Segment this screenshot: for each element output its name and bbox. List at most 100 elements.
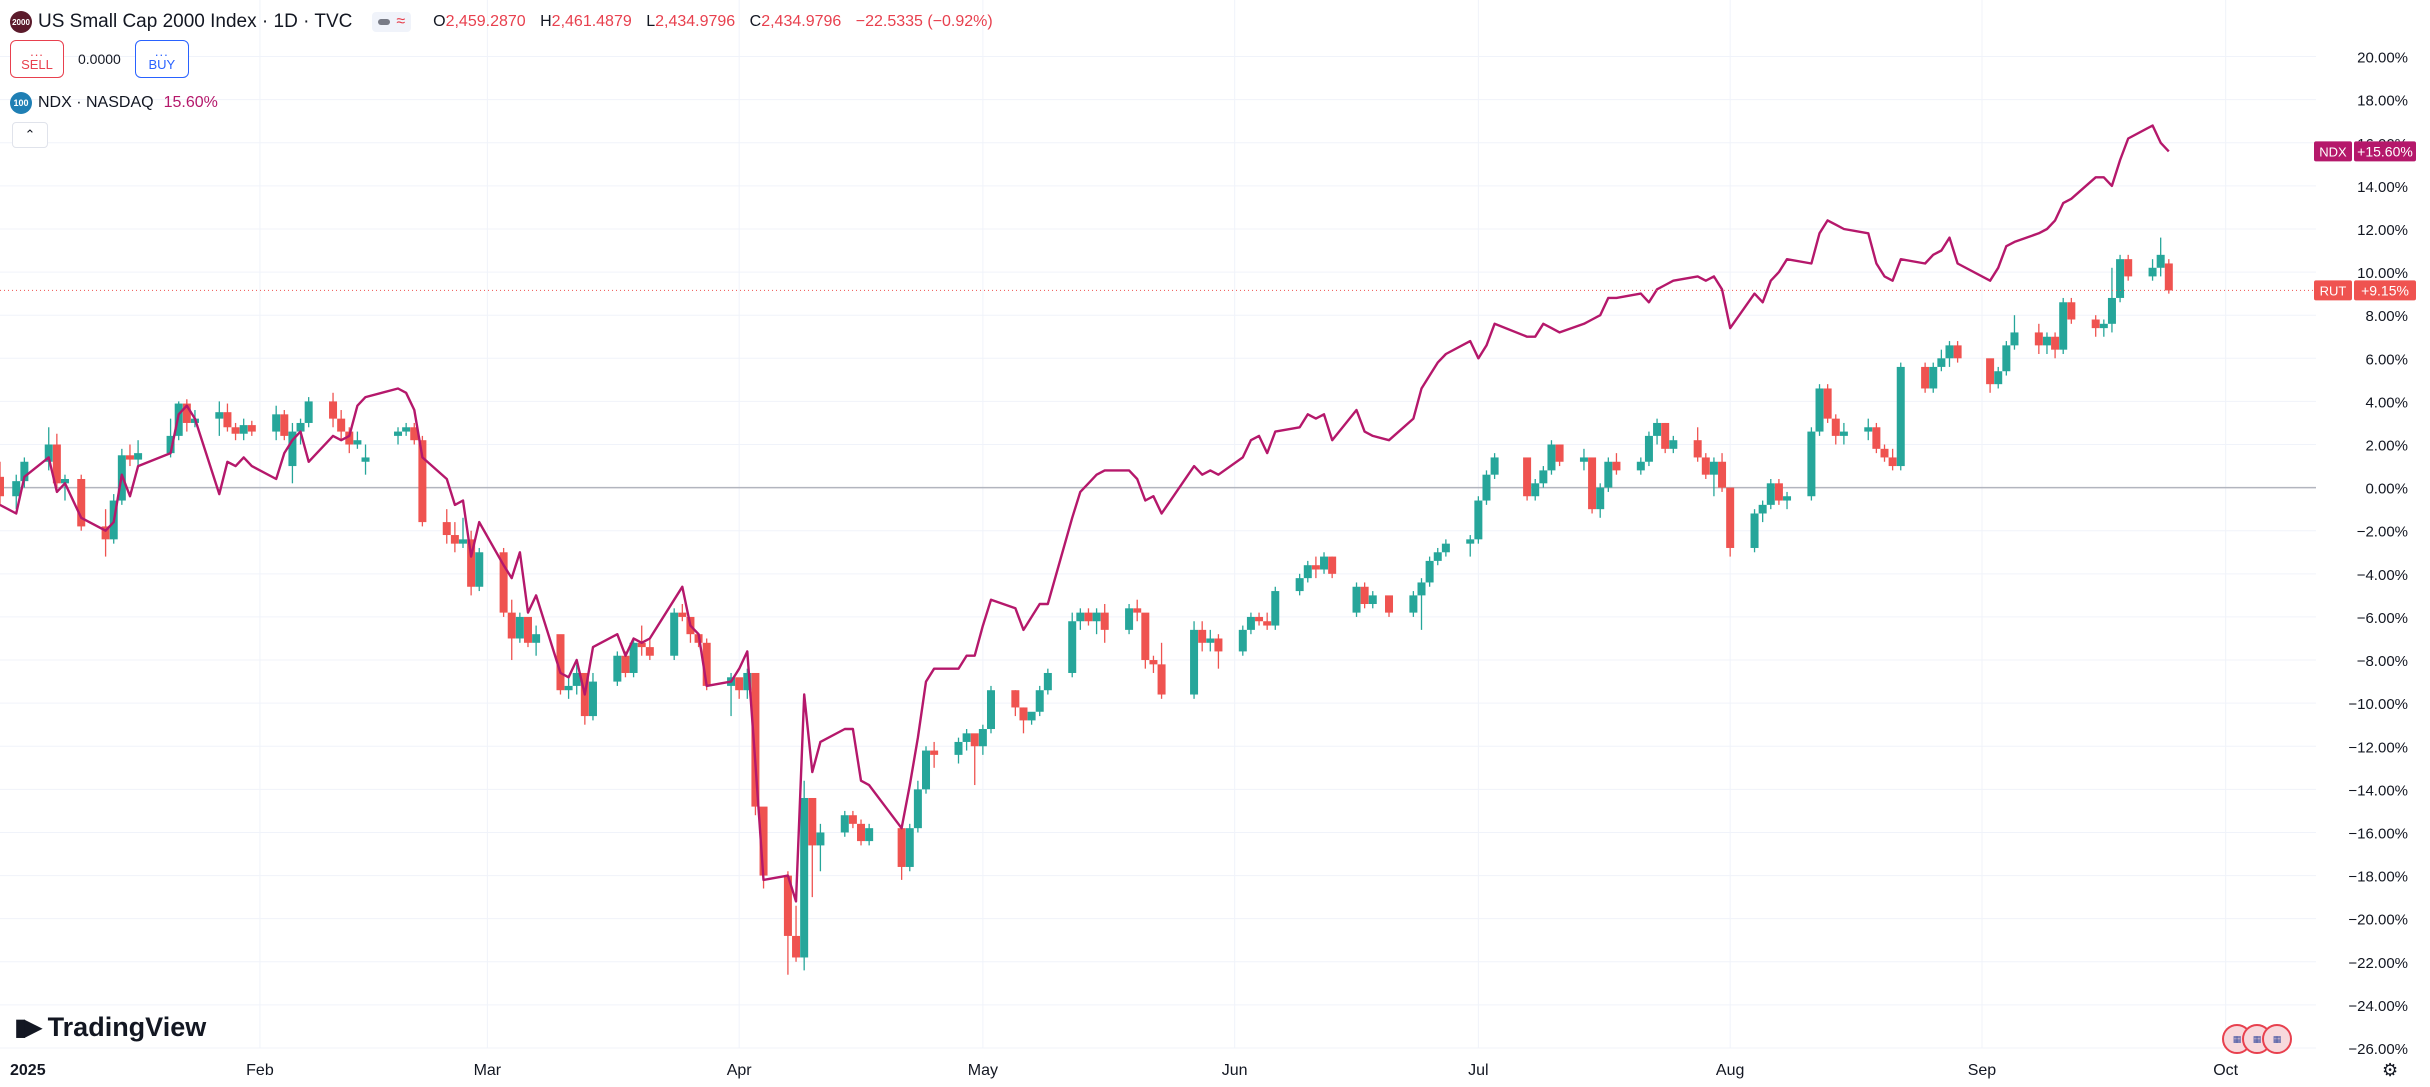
candle [239,418,248,441]
candle [1596,483,1605,518]
candle-body [1303,565,1312,579]
candle-body [1612,461,1621,471]
candle-body [1490,457,1499,475]
candle-body [442,522,451,536]
candle-body [2124,259,2133,277]
candle [572,664,581,695]
candle [1352,582,1361,617]
candle-body [288,431,297,467]
candle-body [1921,366,1930,389]
candle [1360,582,1369,609]
candle [394,427,403,445]
candle-body [1125,608,1134,630]
candle [1011,690,1020,717]
candle [564,677,573,699]
candle [288,422,297,484]
candle [1921,362,1930,393]
candle [1937,349,1946,372]
candle-body [1466,539,1475,544]
candle [1311,556,1320,579]
collapse-legend-button[interactable]: ⌃ [12,122,48,148]
candle-body [865,828,874,842]
y-tick-label: −2.00% [2357,524,2408,541]
candle [523,616,532,648]
candle [1214,634,1223,669]
candle [52,433,61,492]
candle-body [1068,621,1077,673]
candle [954,737,963,764]
chart-title[interactable]: US Small Cap 2000 Index · 1D · TVC [38,11,353,32]
y-tick-label: −26.00% [2348,1041,2408,1058]
candle [970,733,979,786]
candle [978,724,987,755]
trade-panel: ... SELL 0.0000 ... BUY [10,40,189,78]
price-axis[interactable]: 20.00%18.00%16.00%14.00%12.00%10.00%8.00… [2348,50,2408,1058]
symbol-badge[interactable]: 2000 [10,11,32,33]
candle [442,509,451,544]
candle [678,604,687,622]
candle [1441,539,1450,557]
candle-body [1263,621,1272,626]
x-tick-label: Feb [246,1062,274,1079]
candle [410,422,419,445]
candle [922,746,931,794]
candle-body [2010,332,2019,346]
candle-body [816,832,825,846]
candle [1474,496,1483,544]
candle-body [2002,345,2011,372]
candle [134,440,143,467]
candle [499,547,508,617]
x-tick-label: Jun [1222,1062,1248,1079]
candle [1531,478,1540,501]
candle [1653,418,1662,445]
candle-body [1864,427,1873,432]
tradingview-logo[interactable]: ▮▶ TradingView [14,1012,206,1043]
candle-body [337,418,346,432]
gear-icon[interactable]: ⚙ [2382,1060,2399,1080]
candle-body [1766,483,1775,505]
candle [215,401,224,436]
candle-body [1238,629,1247,652]
candle-body [751,672,760,807]
candle [1198,621,1207,652]
time-axis[interactable]: 2025 Feb Mar Apr May Jun Jul Aug Sep Oct [10,1062,2239,1079]
candle [1100,604,1109,643]
x-tick-label: Aug [1716,1062,1744,1079]
candle [304,397,313,428]
y-tick-label: 2.00% [2365,438,2408,455]
candle [60,474,69,501]
candle-body [353,440,362,445]
candle-body [954,741,963,755]
us-flag-icon: ▦ [2262,1024,2292,1054]
candle-body [2107,297,2116,324]
line-toggle[interactable]: ≈ [372,12,412,32]
candle-body [1019,707,1028,721]
candle-body [1636,461,1645,471]
flags[interactable]: ▦ ▦ ▦ [2222,1024,2292,1054]
candle-body [613,655,622,682]
candle-body [1385,595,1394,613]
candle [475,547,484,592]
candle [1807,427,1816,501]
candle-body [2164,263,2173,291]
rut-badge: RUT +9.15% [2314,280,2416,301]
compare-legend[interactable]: 100 NDX · NASDAQ 15.60% [10,92,218,114]
candle-body [1579,457,1588,462]
candle [1320,552,1329,574]
candle-body [670,612,679,656]
candle-body [1929,366,1938,389]
candle-body [702,642,711,686]
candle [280,410,289,441]
candle-body [621,655,630,673]
candle [247,420,256,436]
buy-button[interactable]: ... BUY [134,40,189,78]
candle [1831,414,1840,445]
candle [174,401,183,441]
candle [532,625,541,656]
candle-body [515,616,524,639]
sell-button[interactable]: ... SELL [10,40,64,78]
candle-body [450,535,459,544]
candle-body [361,457,370,462]
candle [459,517,468,548]
